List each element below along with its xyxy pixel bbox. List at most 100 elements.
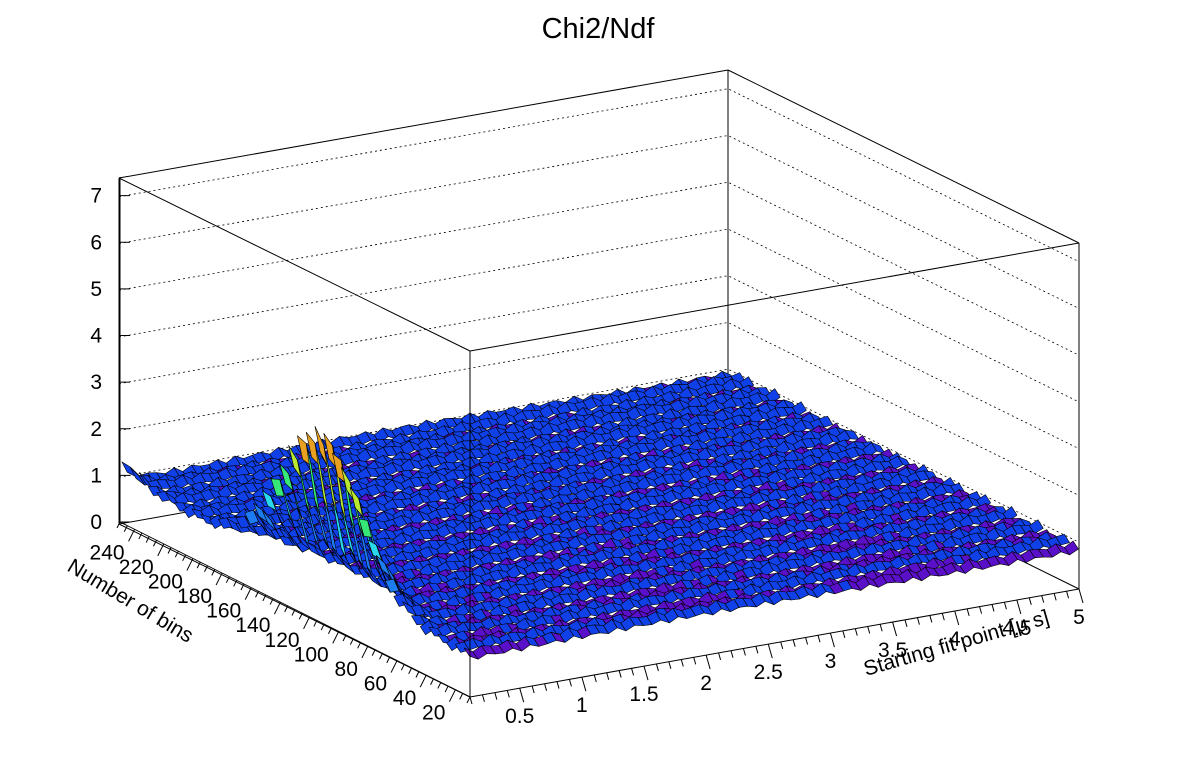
- x-tick-mark: [680, 659, 684, 667]
- y-tick-mark: [291, 609, 296, 616]
- z-tick-label: 0: [90, 511, 102, 534]
- x-tick-label: 4.5: [1002, 617, 1031, 640]
- y-tick-mark: [415, 671, 420, 678]
- y-tick-mark: [204, 565, 208, 572]
- y-tick-mark: [233, 580, 238, 587]
- x-tick-mark: [805, 637, 809, 645]
- y-tick-mark: [262, 594, 267, 602]
- x-tick-mark: [643, 666, 649, 681]
- y-tick-label: 40: [393, 687, 416, 710]
- x-tick-mark: [904, 619, 908, 627]
- x-tick-mark: [916, 617, 920, 625]
- x-tick-label: 2.5: [754, 661, 783, 684]
- z-tick-label: 7: [90, 185, 102, 208]
- x-tick-label: 0.5: [505, 705, 534, 728]
- x-tick-mark: [1016, 599, 1022, 615]
- y-tick-mark: [298, 612, 303, 620]
- y-tick-mark: [284, 605, 289, 613]
- x-tick-mark: [705, 654, 711, 670]
- y-tick-mark: [419, 674, 427, 688]
- y-tick-mark: [371, 649, 376, 656]
- x-tick-mark: [668, 661, 672, 669]
- x-tick-mark: [544, 683, 548, 691]
- y-tick-label: 200: [148, 570, 183, 593]
- x-tick-mark: [1078, 588, 1084, 604]
- y-tick-mark: [269, 598, 274, 605]
- y-tick-mark: [313, 620, 318, 627]
- axis-ticks: 0123456720406080100120140160180200220240…: [90, 177, 1085, 728]
- y-tick-mark: [408, 667, 413, 675]
- x-tick-label: 3.5: [878, 639, 907, 662]
- x-tick-mark: [829, 632, 835, 648]
- x-tick-mark: [494, 692, 498, 700]
- y-tick-mark: [379, 653, 383, 660]
- y-tick-mark: [400, 663, 405, 671]
- x-tick-label: 1: [576, 694, 588, 717]
- y-tick-mark: [430, 678, 434, 685]
- y-tick-mark: [244, 587, 252, 600]
- x-tick-mark: [1053, 593, 1057, 601]
- y-tick-mark: [390, 660, 398, 673]
- x-tick-mark: [568, 679, 572, 687]
- y-tick-mark: [361, 645, 369, 659]
- x-tick-mark: [755, 646, 759, 654]
- x-tick-mark: [867, 626, 871, 634]
- surface-cell: [1029, 519, 1044, 534]
- x-tick-mark: [817, 635, 821, 643]
- z-gridline: [118, 135, 1080, 309]
- x-tick-mark: [655, 663, 659, 672]
- top-left-edge: [118, 177, 471, 352]
- y-tick-mark: [342, 634, 347, 642]
- x-tick-mark: [506, 690, 510, 698]
- y-tick-mark: [240, 583, 245, 591]
- y-tick-mark: [123, 525, 128, 532]
- x-tick-mark: [556, 681, 560, 689]
- x-tick-mark: [1003, 602, 1007, 610]
- y-tick-mark: [196, 561, 201, 569]
- z-gridline: [118, 322, 1080, 496]
- y-tick-mark: [349, 638, 354, 645]
- y-tick-mark: [174, 550, 179, 558]
- y-tick-label: 60: [364, 673, 387, 696]
- x-tick-mark: [892, 621, 898, 637]
- top-right-edge: [727, 69, 1080, 244]
- x-tick-mark: [792, 639, 796, 647]
- z-tick-label: 5: [90, 278, 102, 301]
- y-tick-label: 220: [119, 556, 154, 579]
- y-tick-mark: [357, 642, 362, 649]
- y-tick-mark: [386, 656, 391, 664]
- y-tick-mark: [448, 689, 456, 702]
- x-tick-label: 3: [825, 650, 837, 673]
- x-tick-mark: [481, 694, 485, 702]
- x-tick-mark: [730, 650, 734, 658]
- y-tick-mark: [145, 536, 150, 543]
- y-tick-label: 140: [235, 614, 270, 637]
- x-tick-mark: [954, 610, 960, 626]
- x-tick-mark: [593, 674, 597, 683]
- x-tick-mark: [879, 624, 883, 632]
- z-gridline: [118, 228, 1080, 403]
- y-tick-label: 20: [422, 702, 445, 725]
- y-tick-mark: [182, 554, 187, 562]
- x-tick-label: 1.5: [629, 683, 658, 706]
- surface-strip: [463, 540, 1079, 660]
- x-tick-mark: [469, 696, 473, 705]
- y-tick-mark: [225, 576, 230, 583]
- x-tick-mark: [842, 630, 846, 639]
- x-tick-mark: [979, 606, 983, 614]
- z-gridline: [118, 88, 1080, 263]
- y-tick-label: 80: [335, 658, 358, 681]
- surface-plot: [121, 370, 1079, 660]
- y-tick-mark: [466, 696, 471, 704]
- y-tick-mark: [320, 623, 325, 631]
- z-tick-label: 1: [90, 464, 102, 487]
- x-tick-label: 4: [949, 628, 961, 651]
- x-tick-mark: [1028, 597, 1032, 605]
- y-tick-mark: [303, 616, 311, 630]
- z-gridline: [118, 275, 1080, 450]
- y-tick-mark: [153, 540, 157, 547]
- y-tick-label: 160: [206, 600, 241, 623]
- z-tick-label: 3: [90, 371, 102, 394]
